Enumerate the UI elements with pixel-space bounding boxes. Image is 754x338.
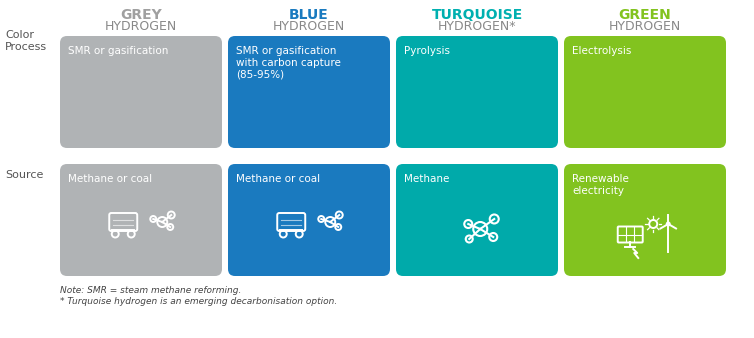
FancyBboxPatch shape bbox=[228, 36, 390, 148]
Text: HYDROGEN*: HYDROGEN* bbox=[438, 20, 516, 33]
FancyBboxPatch shape bbox=[396, 36, 558, 148]
FancyBboxPatch shape bbox=[564, 36, 726, 148]
Text: * Turquoise hydrogen is an emerging decarbonisation option.: * Turquoise hydrogen is an emerging deca… bbox=[60, 297, 337, 306]
Text: Methane or coal: Methane or coal bbox=[236, 174, 320, 184]
Text: SMR or gasification
with carbon capture
(85-95%): SMR or gasification with carbon capture … bbox=[236, 46, 341, 79]
Text: GREY: GREY bbox=[120, 8, 162, 22]
Text: GREEN: GREEN bbox=[618, 8, 671, 22]
Text: SMR or gasification: SMR or gasification bbox=[68, 46, 168, 56]
Text: Note: SMR = steam methane reforming.: Note: SMR = steam methane reforming. bbox=[60, 286, 241, 295]
Text: Process: Process bbox=[5, 42, 47, 52]
Text: HYDROGEN: HYDROGEN bbox=[609, 20, 681, 33]
Text: HYDROGEN: HYDROGEN bbox=[273, 20, 345, 33]
FancyBboxPatch shape bbox=[396, 164, 558, 276]
Text: Pyrolysis: Pyrolysis bbox=[404, 46, 450, 56]
Circle shape bbox=[666, 221, 671, 226]
FancyBboxPatch shape bbox=[564, 164, 726, 276]
Text: Electrolysis: Electrolysis bbox=[572, 46, 631, 56]
Text: HYDROGEN: HYDROGEN bbox=[105, 20, 177, 33]
Text: Source: Source bbox=[5, 170, 44, 180]
FancyBboxPatch shape bbox=[60, 164, 222, 276]
Text: Renewable
electricity: Renewable electricity bbox=[572, 174, 629, 196]
Text: BLUE: BLUE bbox=[289, 8, 329, 22]
Text: Methane: Methane bbox=[404, 174, 449, 184]
FancyBboxPatch shape bbox=[60, 36, 222, 148]
Text: Methane or coal: Methane or coal bbox=[68, 174, 152, 184]
Text: Color: Color bbox=[5, 30, 34, 40]
FancyBboxPatch shape bbox=[228, 164, 390, 276]
Text: TURQUOISE: TURQUOISE bbox=[431, 8, 523, 22]
